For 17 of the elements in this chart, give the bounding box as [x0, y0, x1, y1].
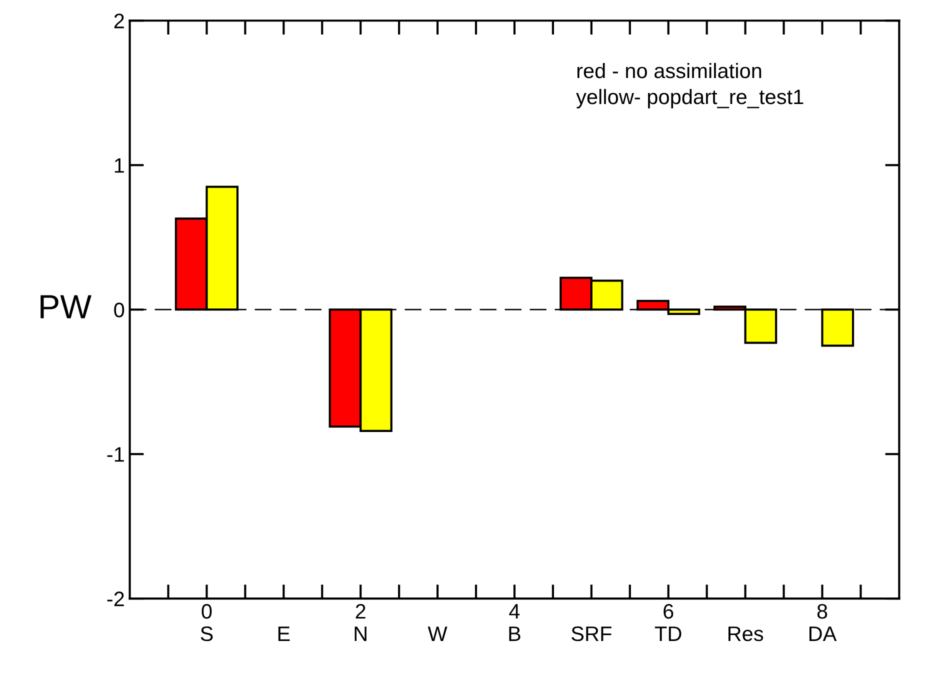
x-tick-label: SRF	[572, 626, 612, 642]
y-tick-label: 0	[114, 302, 124, 318]
annotation: red - no assimilation	[577, 62, 762, 78]
y-tick-label: -2	[107, 592, 124, 606]
x-tick-label: Res	[728, 626, 764, 642]
x-tick-label: 8 DA	[809, 604, 837, 641]
annotation: yellow- popdart_re_test1	[576, 88, 804, 108]
y-tick-label: 1	[114, 158, 124, 173]
y-axis-title: PW	[40, 295, 92, 318]
y-tick-label: 2	[114, 14, 124, 28]
x-tick-label: 4 B	[509, 604, 520, 641]
x-tick-label: 0 S	[200, 604, 213, 642]
x-tick-label: 6 TD	[654, 604, 682, 641]
x-tick-label: E	[278, 626, 290, 641]
x-tick-label: W	[428, 626, 448, 641]
y-tick-label: -1	[107, 447, 124, 462]
x-tick-label: 2 N	[354, 604, 366, 641]
